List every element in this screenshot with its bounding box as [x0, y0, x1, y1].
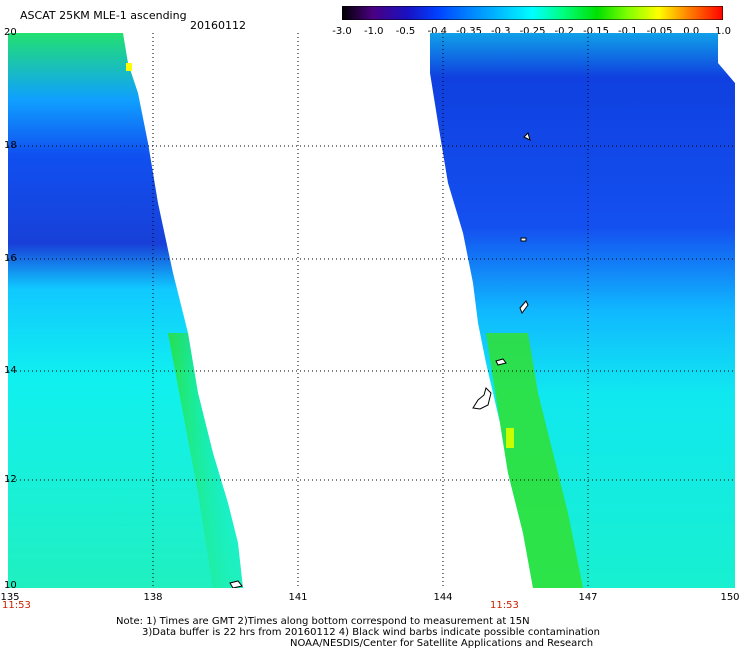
lon-label-150: 150 [720, 592, 740, 603]
time-label-left: 11:53 [2, 600, 31, 611]
colorbar-label: -0.1 [617, 26, 638, 37]
lat-label-20: 20 [4, 27, 17, 38]
colorbar-label: 0.0 [683, 26, 700, 37]
saipan-island [519, 300, 529, 315]
colorbar-gradient [341, 5, 724, 21]
palau-island [229, 580, 243, 588]
small-island-1 [523, 132, 531, 141]
lat-label-12: 12 [4, 474, 17, 485]
colorbar-label: -3.0 [332, 26, 352, 37]
colorbar-label: -0.5 [395, 26, 416, 37]
lat-label-14: 14 [4, 365, 17, 376]
wind-map [8, 33, 735, 588]
colorbar-label: -0.35 [456, 26, 482, 37]
lat-label-10: 10 [4, 580, 17, 591]
left-swath [8, 33, 243, 588]
time-label-right: 11:53 [490, 600, 519, 611]
colorbar [341, 5, 724, 21]
grid-lines [8, 33, 735, 588]
lon-label-147: 147 [578, 592, 598, 603]
note-line-2: 3)Data buffer is 22 hrs from 20160112 4)… [142, 627, 600, 638]
note-line-3: NOAA/NESDIS/Center for Satellite Applica… [290, 638, 594, 649]
yellow-pixel [126, 63, 132, 71]
lon-label-135: 135 [0, 592, 20, 603]
yellow-patch [506, 428, 514, 448]
colorbar-label: -0.15 [583, 26, 609, 37]
colorbar-label: -0.25 [519, 26, 546, 37]
colorbar-label: -0.3 [490, 26, 511, 37]
guam-island [472, 387, 492, 410]
note-line-1: Note: 1) Times are GMT 2)Times along bot… [116, 616, 530, 627]
lon-label-144: 144 [433, 592, 453, 603]
colorbar-label: -0.2 [554, 26, 575, 37]
colorbar-label: -0.4 [427, 26, 448, 37]
colorbar-label: -0.05 [646, 26, 673, 37]
lat-label-16: 16 [4, 253, 17, 264]
right-swath-green-band [486, 333, 583, 588]
right-swath [430, 33, 735, 588]
small-island-2 [520, 237, 527, 242]
island-outlines [229, 132, 531, 588]
map-date: 20160112 [190, 19, 246, 32]
map-title: ASCAT 25KM MLE-1 ascending [20, 9, 187, 22]
lon-label-141: 141 [288, 592, 308, 603]
rota-island [495, 358, 507, 366]
colorbar-label: 1.0 [715, 26, 731, 37]
left-swath-green-edge [168, 333, 243, 588]
lon-label-138: 138 [143, 592, 163, 603]
lat-label-18: 18 [4, 140, 17, 151]
colorbar-label: -1.0 [363, 26, 384, 37]
